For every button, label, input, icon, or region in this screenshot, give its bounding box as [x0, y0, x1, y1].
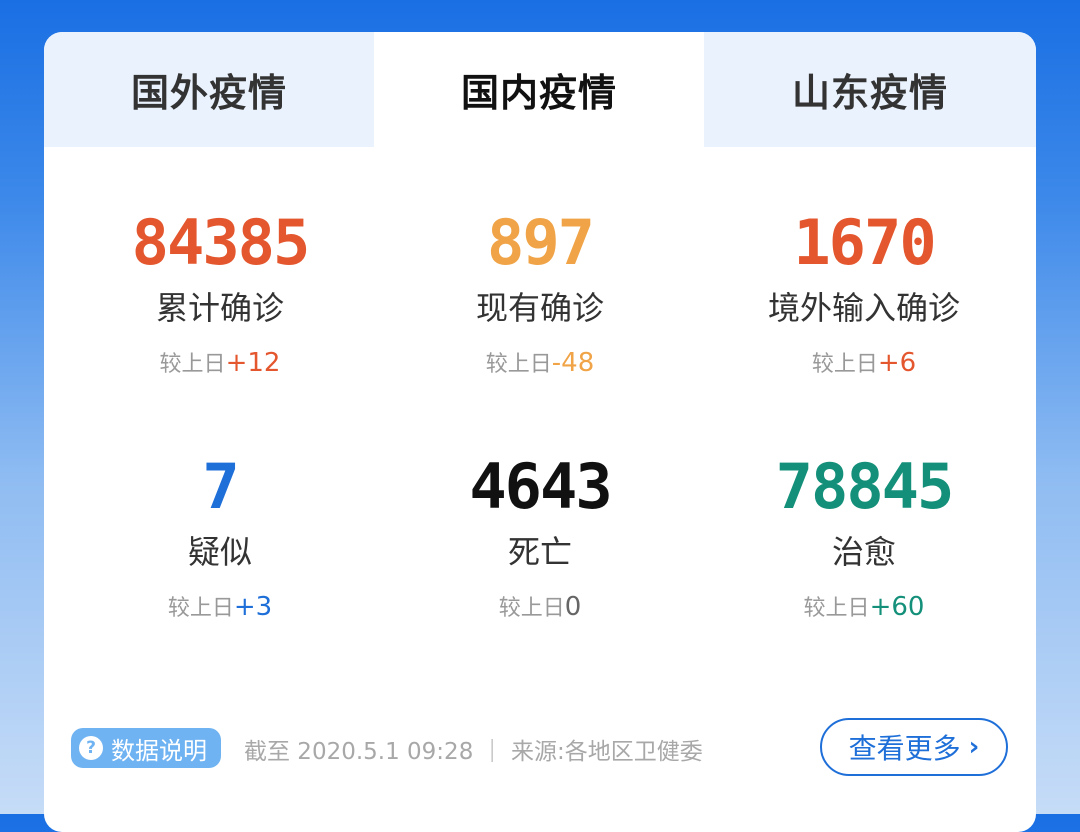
chevron-right-icon: ›: [968, 732, 980, 762]
stat-deaths: 4643 死亡 较上日0: [375, 456, 705, 624]
tab-shandong[interactable]: 山东疫情: [704, 32, 1036, 147]
epidemic-card: 国外疫情 国内疫情 山东疫情 84385 累计确诊 较上日+12 897 现有确…: [44, 32, 1036, 832]
change-prefix: 较上日: [811, 352, 878, 377]
stat-change: 较上日+60: [699, 592, 1029, 624]
tab-overseas[interactable]: 国外疫情: [44, 32, 374, 147]
stat-suspected: 7 疑似 较上日+3: [55, 456, 385, 624]
change-value: -48: [551, 348, 595, 378]
stat-value: 1670: [793, 206, 936, 279]
card-footer: ? 数据说明 截至 2020.5.1 09:28 ｜ 来源:各地区卫健委 查看更…: [44, 718, 1036, 782]
change-value: +12: [225, 348, 281, 378]
stat-label: 死亡: [507, 533, 572, 571]
stat-value: 7: [202, 450, 239, 523]
question-icon: ?: [79, 736, 103, 760]
stat-label: 现有确诊: [475, 289, 604, 327]
change-prefix: 较上日: [167, 596, 234, 621]
stat-label: 治愈: [831, 533, 896, 571]
stat-recovered: 78845 治愈 较上日+60: [699, 456, 1029, 624]
stat-value: 4643: [469, 450, 612, 523]
stat-imported-confirmed: 1670 境外输入确诊 较上日+6: [699, 212, 1029, 380]
stat-label: 累计确诊: [155, 289, 284, 327]
stat-change: 较上日0: [375, 592, 705, 624]
change-value: +3: [233, 592, 273, 622]
stat-label: 境外输入确诊: [767, 289, 960, 327]
stat-value: 78845: [775, 450, 955, 523]
data-explanation-button[interactable]: ? 数据说明: [71, 728, 221, 768]
change-prefix: 较上日: [498, 596, 565, 621]
stat-change: 较上日-48: [375, 348, 705, 380]
stat-current-confirmed: 897 现有确诊 较上日-48: [375, 212, 705, 380]
change-value: 0: [564, 592, 582, 622]
stat-change: 较上日+12: [55, 348, 385, 380]
change-value: +60: [869, 592, 925, 622]
stat-cumulative-confirmed: 84385 累计确诊 较上日+12: [55, 212, 385, 380]
data-source-text: 截至 2020.5.1 09:28 ｜ 来源:各地区卫健委: [244, 739, 703, 765]
change-prefix: 较上日: [485, 352, 552, 377]
tab-domestic[interactable]: 国内疫情: [374, 32, 704, 147]
view-more-button[interactable]: 查看更多 ›: [820, 718, 1008, 776]
tab-bar: 国外疫情 国内疫情 山东疫情: [44, 32, 1036, 147]
data-explanation-label: 数据说明: [111, 736, 207, 765]
stat-value: 897: [487, 206, 595, 279]
change-prefix: 较上日: [803, 596, 870, 621]
stat-change: 较上日+3: [55, 592, 385, 624]
stat-change: 较上日+6: [699, 348, 1029, 380]
stat-value: 84385: [131, 206, 311, 279]
view-more-label: 查看更多: [848, 732, 961, 765]
stat-label: 疑似: [187, 533, 252, 571]
change-prefix: 较上日: [159, 352, 226, 377]
change-value: +6: [877, 348, 917, 378]
